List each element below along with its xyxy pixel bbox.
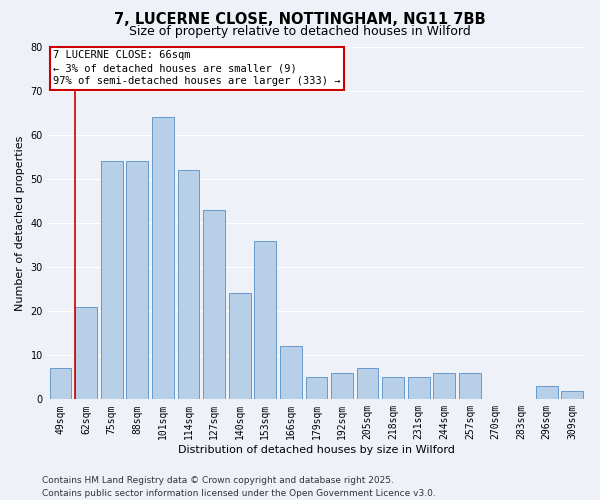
Bar xyxy=(152,117,174,400)
Text: Size of property relative to detached houses in Wilford: Size of property relative to detached ho… xyxy=(129,25,471,38)
Bar xyxy=(459,373,481,400)
Bar xyxy=(75,306,97,400)
Bar xyxy=(127,161,148,400)
Bar xyxy=(305,378,327,400)
Bar xyxy=(50,368,71,400)
Bar xyxy=(280,346,302,400)
Bar xyxy=(229,294,251,400)
Y-axis label: Number of detached properties: Number of detached properties xyxy=(15,135,25,310)
Bar xyxy=(382,378,404,400)
Bar xyxy=(203,210,225,400)
Text: Contains HM Land Registry data © Crown copyright and database right 2025.
Contai: Contains HM Land Registry data © Crown c… xyxy=(42,476,436,498)
Bar xyxy=(562,390,583,400)
Bar xyxy=(331,373,353,400)
Text: 7 LUCERNE CLOSE: 66sqm
← 3% of detached houses are smaller (9)
97% of semi-detac: 7 LUCERNE CLOSE: 66sqm ← 3% of detached … xyxy=(53,50,341,86)
X-axis label: Distribution of detached houses by size in Wilford: Distribution of detached houses by size … xyxy=(178,445,455,455)
Bar xyxy=(254,240,276,400)
Bar xyxy=(178,170,199,400)
Bar xyxy=(356,368,379,400)
Text: 7, LUCERNE CLOSE, NOTTINGHAM, NG11 7BB: 7, LUCERNE CLOSE, NOTTINGHAM, NG11 7BB xyxy=(114,12,486,28)
Bar xyxy=(433,373,455,400)
Bar xyxy=(101,161,122,400)
Bar xyxy=(536,386,557,400)
Bar xyxy=(408,378,430,400)
